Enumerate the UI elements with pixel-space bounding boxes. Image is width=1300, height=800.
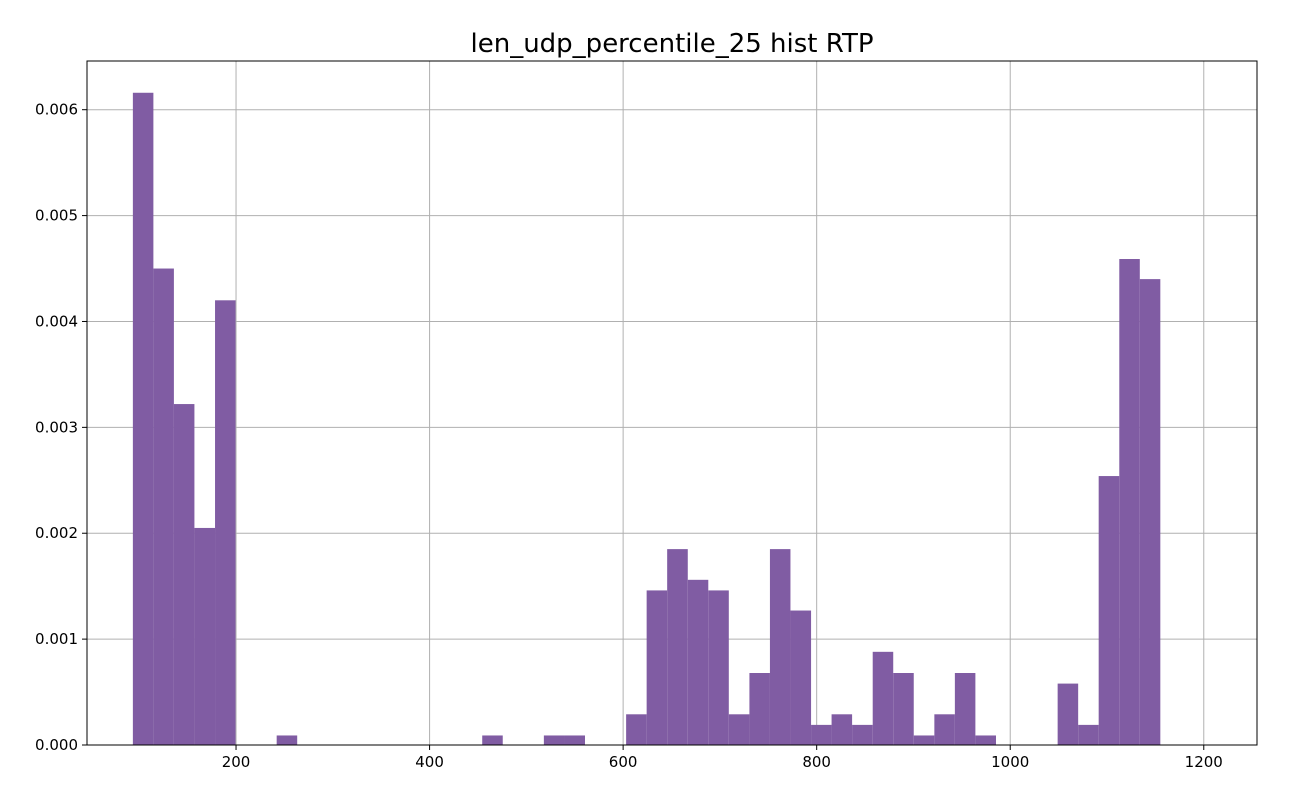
histogram-bar (276, 735, 298, 745)
y-tick-label: 0.006 (35, 101, 78, 119)
x-axis-ticks: 200 400 600 800 1000 1200 (222, 745, 1223, 771)
x-tick-label: 400 (415, 753, 444, 771)
histogram-bar (215, 300, 236, 745)
plot-area-frame (86, 60, 1258, 746)
x-tick-label: 600 (609, 753, 638, 771)
histogram-bar (749, 673, 770, 745)
x-tick-label: 1000 (991, 753, 1029, 771)
chart-title: len_udp_percentile_25 hist RTP (471, 29, 874, 59)
histogram-bar (1078, 724, 1099, 745)
histogram-bar (975, 735, 996, 745)
x-tick-label: 1200 (1185, 753, 1223, 771)
histogram-bar (811, 724, 832, 745)
y-axis-ticks: 0.000 0.001 0.002 0.003 0.004 0.005 0.006 (35, 101, 87, 754)
histogram-bar (132, 92, 154, 745)
histogram-bar (646, 590, 668, 745)
histogram-bar (1119, 259, 1140, 745)
x-tick-label: 200 (222, 753, 251, 771)
histogram-bar (194, 527, 216, 745)
histogram-bar (564, 735, 585, 745)
histogram-bar (913, 735, 935, 745)
histogram-bar (872, 651, 894, 745)
histogram-bar (954, 673, 976, 745)
histogram-bar (543, 735, 565, 745)
histogram-bar (667, 549, 688, 745)
histogram-bars (132, 92, 1161, 745)
y-tick-label: 0.001 (35, 630, 78, 648)
histogram-bar (1139, 279, 1161, 745)
y-tick-label: 0.000 (35, 736, 78, 754)
histogram-bar (852, 724, 873, 745)
histogram-bar (934, 714, 955, 745)
grid-lines (87, 61, 1257, 746)
histogram-bar (790, 610, 812, 745)
histogram-bar (708, 590, 729, 745)
histogram-bar (893, 673, 914, 745)
histogram-bar (769, 549, 791, 745)
y-tick-label: 0.005 (35, 207, 78, 225)
histogram-bar (831, 714, 853, 745)
histogram-bar (482, 735, 503, 745)
y-tick-label: 0.003 (35, 418, 78, 436)
y-tick-label: 0.002 (35, 524, 78, 542)
histogram-bar (1098, 476, 1120, 745)
histogram-bar (626, 714, 647, 745)
histogram-bar (173, 404, 195, 745)
histogram-bar (1057, 683, 1079, 745)
histogram-bar (728, 714, 750, 745)
histogram-bar (687, 579, 709, 745)
y-tick-label: 0.004 (35, 312, 78, 330)
x-tick-label: 800 (802, 753, 831, 771)
histogram-bar (153, 268, 174, 745)
